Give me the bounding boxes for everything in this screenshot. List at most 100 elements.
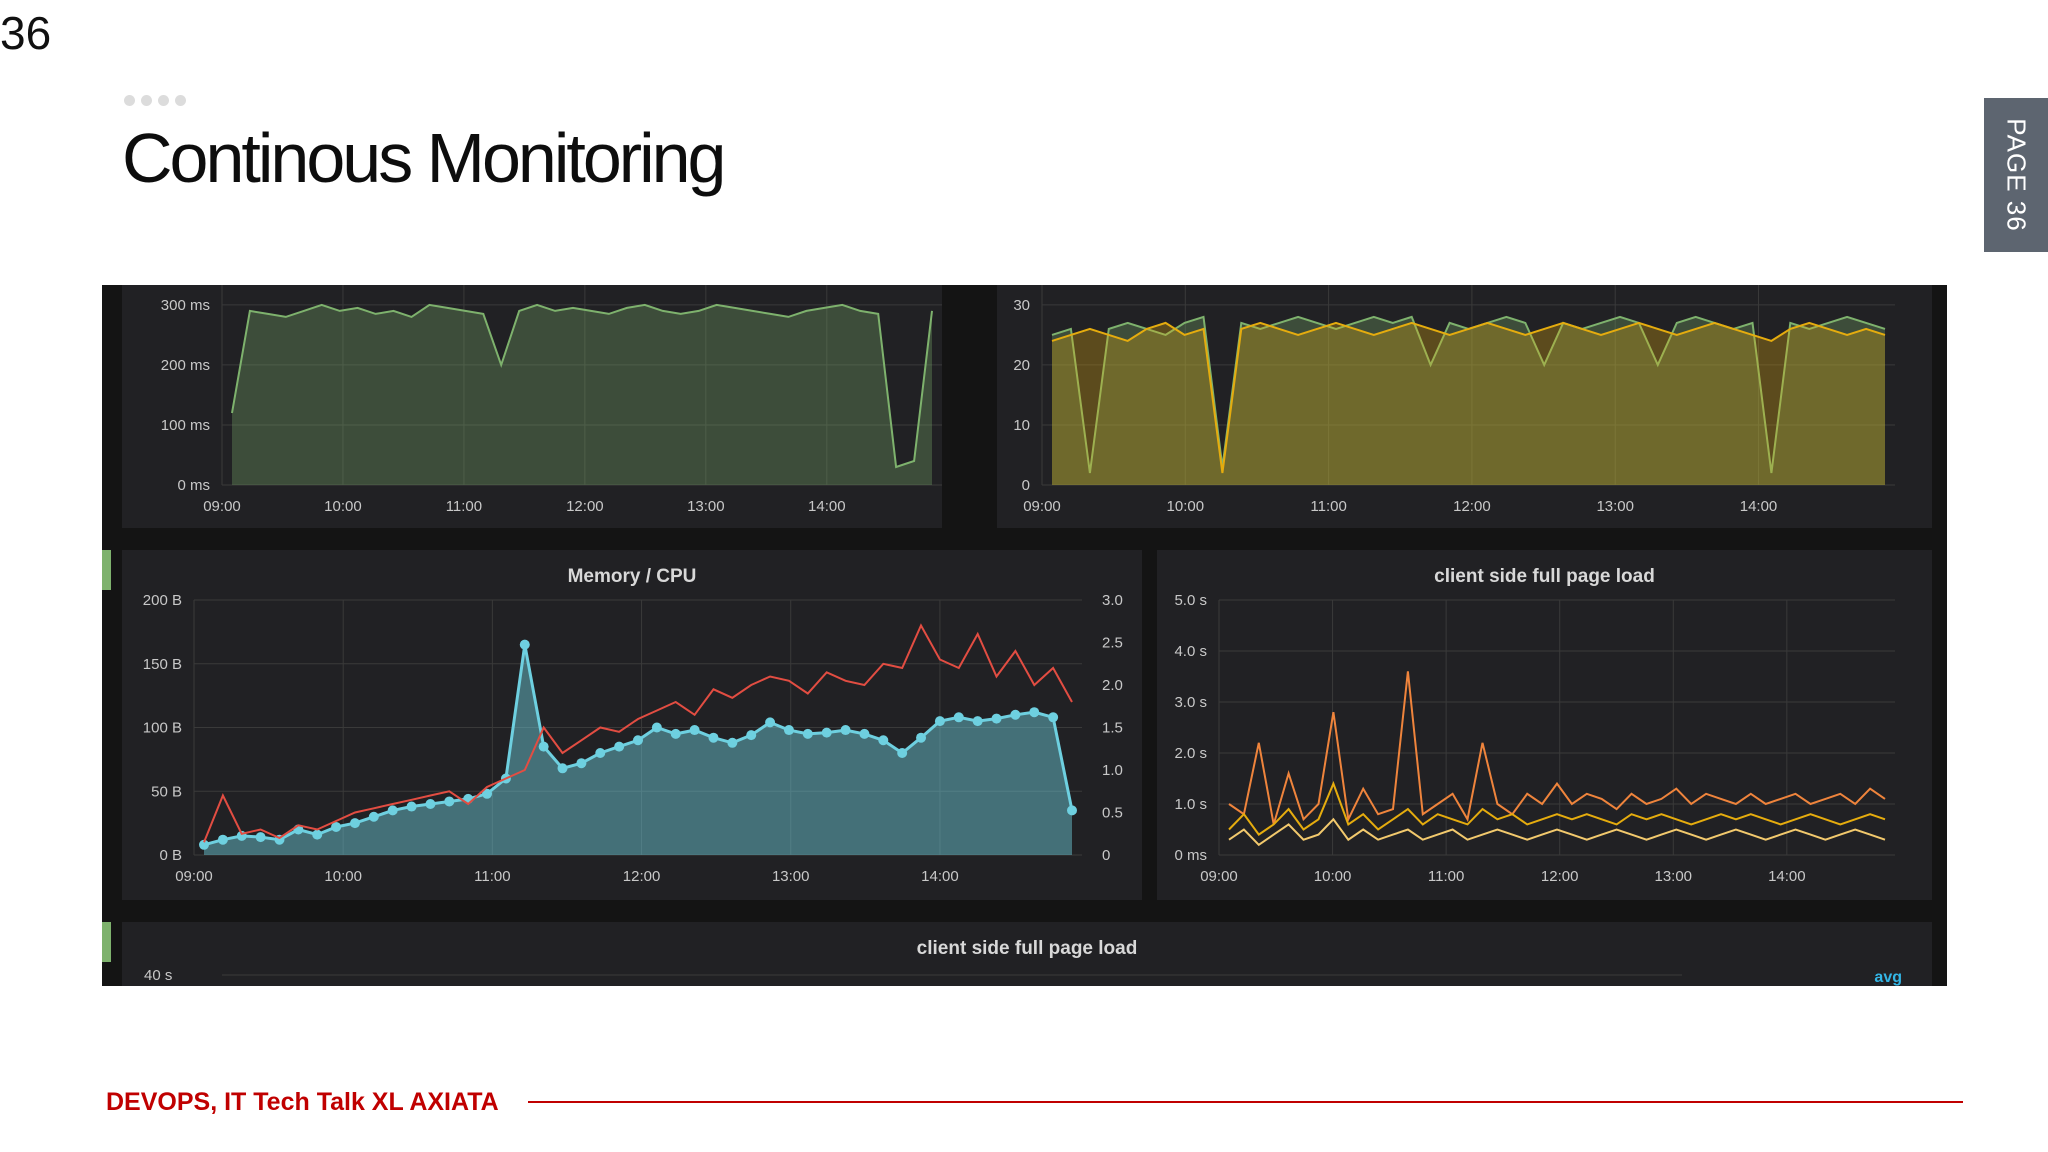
series-area [204, 644, 1072, 855]
data-point [406, 801, 417, 812]
y-tick-label: 0 B [159, 847, 182, 864]
y2-tick-label: 0 [1102, 847, 1110, 864]
data-point [425, 799, 436, 809]
chart-panel [122, 285, 942, 528]
data-point [727, 737, 738, 748]
x-tick-label: 11:00 [1428, 868, 1464, 885]
y-tick-label: 200 ms [161, 357, 210, 374]
y2-tick-label: 2.0 [1102, 677, 1123, 694]
y-tick-label: 10 [1013, 417, 1030, 434]
page-tab: PAGE 36 [1984, 98, 2048, 252]
y-tick-label: 4.0 s [1174, 643, 1207, 660]
chart-panel [997, 285, 1932, 528]
series-area [232, 304, 932, 485]
dashboard-screenshot: 0 ms 100 ms 200 ms 300 ms 09:00 10:00 11:00 12:… [102, 285, 1947, 986]
y-tick-label: 30 [1013, 297, 1030, 314]
y-tick-label: 1.0 s [1174, 796, 1207, 813]
data-point [878, 735, 889, 746]
data-point [1067, 805, 1077, 816]
y2-tick-label: 1.0 [1102, 762, 1123, 779]
data-point [916, 732, 927, 743]
data-point [1010, 709, 1021, 720]
data-point [217, 834, 228, 845]
x-tick-label: 12:00 [623, 868, 661, 885]
y-tick-label: 50 B [151, 783, 182, 800]
data-point [199, 839, 209, 850]
data-point [840, 725, 851, 736]
y-tick-label: 0 ms [1174, 847, 1207, 864]
chart-title: client side full page load [1434, 566, 1655, 587]
series-line [1228, 817, 1886, 847]
x-tick-label: 13:00 [772, 868, 810, 885]
y2-tick-label: 2.5 [1102, 635, 1123, 652]
x-tick-label: 10:00 [1167, 498, 1205, 515]
data-point [897, 748, 908, 758]
data-point [519, 639, 530, 650]
x-tick-label: 11:00 [446, 498, 482, 515]
data-point [783, 725, 794, 736]
chart-title: Memory / CPU [568, 566, 697, 587]
data-point [972, 716, 983, 727]
data-point [765, 717, 776, 728]
x-tick-label: 13:00 [1654, 868, 1692, 885]
data-point [859, 728, 870, 739]
data-point [689, 725, 700, 736]
slide-title: Continous Monitoring [122, 119, 726, 197]
y-tick-label: 150 B [143, 656, 182, 673]
data-point [482, 788, 493, 799]
data-point [746, 730, 757, 741]
data-point [557, 763, 568, 774]
y-tick-label: 40 s [144, 967, 172, 984]
data-point [708, 732, 719, 743]
y-tick-label: 300 ms [161, 297, 210, 314]
y-tick-label: 3.0 s [1174, 694, 1207, 711]
data-point [349, 818, 360, 829]
x-tick-label: 09:00 [1023, 498, 1061, 515]
data-point [670, 728, 681, 739]
series-line [1228, 780, 1886, 836]
chart-panel [1157, 550, 1932, 900]
x-tick-label: 11:00 [474, 868, 510, 885]
x-tick-label: 12:00 [1453, 498, 1491, 515]
data-point [538, 741, 549, 752]
x-tick-label: 13:00 [687, 498, 725, 515]
x-tick-label: 14:00 [1740, 498, 1778, 515]
x-tick-label: 10:00 [324, 498, 362, 515]
data-point [1029, 707, 1040, 718]
y-tick-label: 100 ms [161, 417, 210, 434]
data-point [651, 722, 662, 733]
y-tick-label: 2.0 s [1174, 745, 1207, 762]
x-tick-label: 10:00 [1314, 868, 1352, 885]
x-tick-label: 09:00 [203, 498, 241, 515]
y-tick-label: 100 B [143, 720, 182, 737]
data-point [387, 805, 398, 816]
chart-title: client side full page load [917, 938, 1138, 959]
y-tick-label: 0 ms [177, 477, 210, 494]
data-point [312, 829, 323, 840]
chart-panel [122, 550, 1142, 900]
series-line [1051, 321, 1886, 474]
data-point [331, 821, 342, 832]
series-area [1052, 322, 1885, 485]
data-point [633, 735, 643, 746]
data-point [991, 713, 1002, 724]
data-point [802, 728, 813, 739]
data-point [614, 741, 625, 752]
y2-tick-label: 1.5 [1102, 720, 1123, 737]
x-tick-label: 10:00 [324, 868, 362, 885]
x-tick-label: 14:00 [808, 498, 846, 515]
data-point [576, 758, 587, 769]
x-tick-label: 09:00 [175, 868, 213, 885]
x-tick-label: 11:00 [1310, 498, 1346, 515]
data-point [255, 832, 266, 843]
footer-rule [528, 1101, 1963, 1103]
data-point [953, 712, 964, 723]
x-tick-label: 12:00 [566, 498, 604, 515]
series-area [1052, 316, 1885, 485]
y-tick-label: 5.0 s [1174, 592, 1207, 609]
x-tick-label: 14:00 [1768, 868, 1806, 885]
footer-text: DEVOPS, IT Tech Talk XL AXIATA [106, 1088, 499, 1116]
slide-page-number: 36 [0, 7, 52, 59]
x-tick-label: 12:00 [1541, 868, 1579, 885]
x-tick-label: 14:00 [921, 868, 959, 885]
